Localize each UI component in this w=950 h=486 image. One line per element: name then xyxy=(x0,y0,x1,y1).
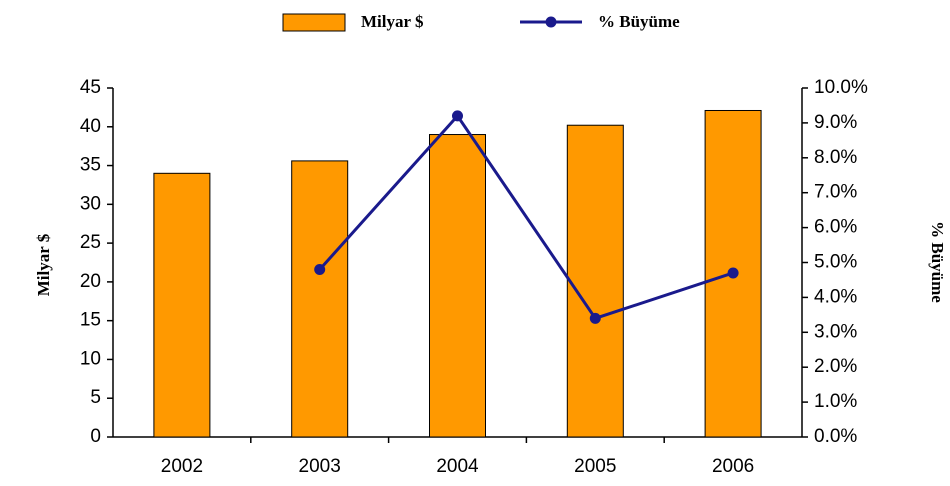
x-tick-label: 2004 xyxy=(436,456,479,477)
line-marker xyxy=(314,263,326,275)
y2-tick-label: 10.0% xyxy=(814,77,868,98)
x-tick-label: 2002 xyxy=(161,456,203,477)
y-axis-title: Milyar $ xyxy=(34,233,53,296)
y-tick-label: 25 xyxy=(80,232,101,253)
y2-tick-label: 8.0% xyxy=(814,147,857,168)
line-marker xyxy=(452,110,463,122)
y2-tick-label: 4.0% xyxy=(814,286,857,307)
bar xyxy=(291,160,349,438)
x-tick-label: 2005 xyxy=(574,456,616,477)
bar xyxy=(566,124,624,438)
y2-tick-label: 6.0% xyxy=(814,217,857,238)
y2-tick-label: 1.0% xyxy=(814,391,857,412)
y-tick-label: 15 xyxy=(80,310,101,331)
y2-tick-label: 7.0% xyxy=(814,182,857,203)
y-tick-label: 10 xyxy=(80,348,101,369)
y-tick-label: 30 xyxy=(80,193,101,214)
y2-tick-label: 5.0% xyxy=(814,252,857,273)
x-tick-label: 2003 xyxy=(299,456,341,477)
line-marker xyxy=(727,267,739,279)
y-tick-label: 45 xyxy=(80,77,101,98)
legend-label: % Büyüme xyxy=(598,12,680,31)
y-tick-label: 20 xyxy=(80,271,101,292)
y-tick-label: 35 xyxy=(80,155,101,176)
y2-tick-label: 0.0% xyxy=(814,426,857,447)
y2-tick-label: 9.0% xyxy=(814,112,857,133)
y2-tick-label: 2.0% xyxy=(814,356,857,377)
y2-tick-label: 3.0% xyxy=(814,321,857,342)
legend-swatch xyxy=(545,16,557,28)
line xyxy=(318,113,734,321)
bar xyxy=(153,172,211,438)
line-marker xyxy=(589,312,601,324)
bar xyxy=(429,134,486,438)
x-tick-label: 2006 xyxy=(712,456,754,477)
y2-axis-title: % Büyüme xyxy=(928,221,947,303)
legend-label: Milyar $ xyxy=(361,12,424,31)
legend-swatch xyxy=(282,13,346,32)
y-tick-label: 40 xyxy=(80,116,101,137)
y-tick-label: 0 xyxy=(90,426,101,447)
y-tick-label: 5 xyxy=(90,387,101,408)
